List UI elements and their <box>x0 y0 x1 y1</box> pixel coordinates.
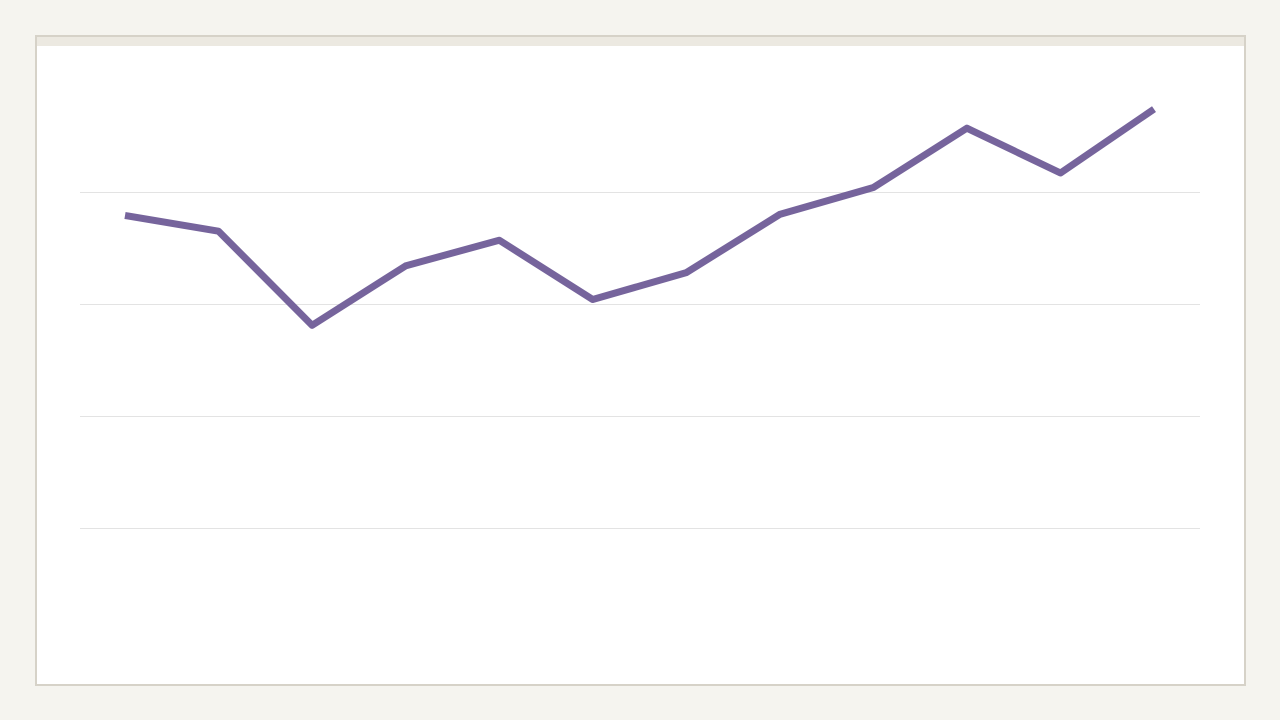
chart-card <box>35 35 1246 686</box>
series-line-0 <box>124 106 1156 329</box>
card-top-strip <box>37 37 1244 46</box>
series-layer <box>124 106 1156 329</box>
gridlines <box>80 192 1200 529</box>
